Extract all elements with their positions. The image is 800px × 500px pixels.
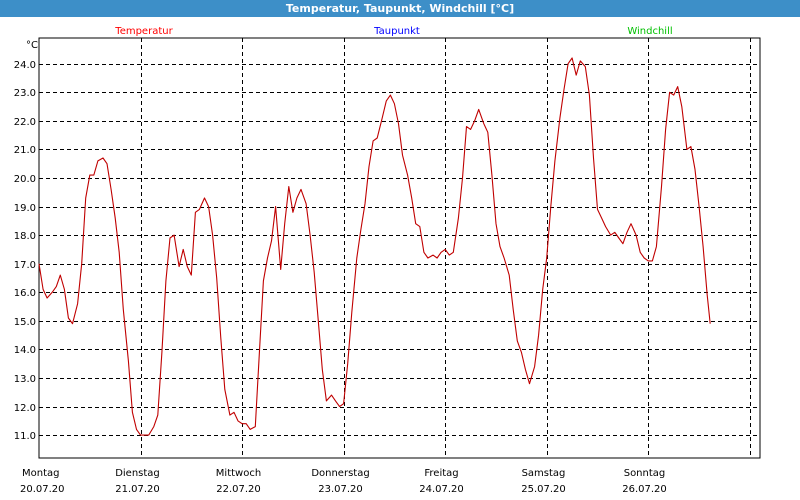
y-tick-labels: 11.0 12.0 13.0 14.0 15.0 16.0 17.0 18.0 19.0 20.0…: [14, 60, 36, 442]
legend-entry: Temperatur: [114, 26, 173, 37]
legend: Temperatur Taupunkt Windchill: [114, 26, 672, 37]
x-tick-day-start: Montag: [22, 468, 59, 479]
y-tick-label: 15.0: [14, 317, 36, 328]
x-tick-date: 23.07.20: [318, 484, 363, 495]
y-tick-label: 18.0: [14, 231, 36, 242]
x-tick-day: Dienstag: [115, 468, 160, 479]
x-tick-date: 21.07.20: [115, 484, 160, 495]
y-tick-label: 14.0: [14, 345, 36, 356]
chart-title: Temperatur, Taupunkt, Windchill [°C]: [0, 0, 800, 17]
x-tick-day: Freitag: [424, 468, 458, 479]
y-tick-label: 13.0: [14, 374, 36, 385]
y-tick-label: 24.0: [14, 60, 36, 71]
series-line-temperatur: [38, 57, 711, 436]
y-tick-label: 12.0: [14, 403, 36, 414]
x-tick-day: Donnerstag: [311, 468, 369, 479]
legend-entry: Windchill: [627, 26, 672, 37]
legend-entry: Taupunkt: [373, 26, 420, 37]
x-tick-date: 25.07.20: [521, 484, 566, 495]
x-tick-day: Mittwoch: [216, 468, 261, 479]
grid-layer: [39, 38, 760, 458]
y-axis-unit-label: °C: [26, 40, 38, 51]
series-layer: [38, 57, 711, 436]
y-tick-label: 19.0: [14, 203, 36, 214]
x-tick-labels: Montag 20.07.20 Dienstag 21.07.20 Mittwoch 22…: [20, 468, 667, 495]
y-tick-label: 20.0: [14, 174, 36, 185]
y-tick-label: 11.0: [14, 431, 36, 442]
y-tick-label: 22.0: [14, 117, 36, 128]
y-tick-label: 16.0: [14, 288, 36, 299]
y-tick-label: 23.0: [14, 88, 36, 99]
x-tick-date: 26.07.20: [622, 484, 667, 495]
y-tick-label: 17.0: [14, 260, 36, 271]
x-tick-date-start: 20.07.20: [20, 484, 65, 495]
x-tick-day: Sonntag: [624, 468, 666, 479]
x-tick-day: Samstag: [522, 468, 566, 479]
x-tick-date: 24.07.20: [419, 484, 464, 495]
x-tick-date: 22.07.20: [216, 484, 261, 495]
y-tick-label: 21.0: [14, 145, 36, 156]
plot-frame: [38, 37, 761, 459]
